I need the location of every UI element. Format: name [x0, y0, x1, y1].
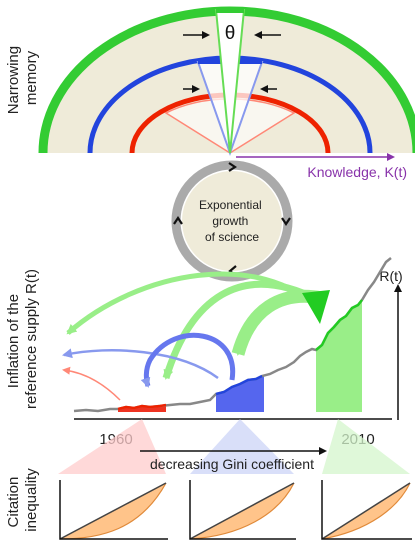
blue-segment [215, 374, 263, 396]
inflation-line1: Inflation of the [5, 294, 22, 388]
citation-inequality-label: Citation inequality [5, 468, 40, 532]
inflation-panel: Inflation of the reference supply R(t) R… [5, 257, 403, 448]
green-arrow-head-dark [302, 290, 330, 324]
red-arrow [62, 366, 121, 401]
citation-line1: Citation [5, 477, 22, 528]
growth-line1: Exponential [199, 198, 262, 212]
exponential-growth-text: Exponential growth of science [199, 198, 265, 244]
citation-inequality-panel: Citation inequality decreasing Gini coef… [5, 419, 412, 540]
lorenz-plot-middle [189, 480, 296, 540]
narrowing-memory-line2: memory [23, 50, 40, 105]
blue-projection [190, 419, 294, 474]
lorenz-plot-1960 [59, 480, 168, 540]
r-of-t-label: R(t) [379, 268, 402, 284]
green-projection [322, 419, 410, 474]
exponential-growth-cycle: Exponential growth of science [171, 160, 293, 282]
knowledge-label: Knowledge, K(t) [307, 164, 407, 180]
red-projection [58, 419, 166, 474]
theta-symbol: θ [225, 23, 236, 44]
inflation-line2: reference supply R(t) [23, 269, 40, 409]
narrowing-memory-label: Narrowing memory [5, 42, 40, 115]
cycle-inner-fill [182, 171, 282, 271]
green-segment [315, 299, 363, 351]
growth-line3: of science [205, 230, 259, 244]
narrowing-memory-line1: Narrowing [5, 46, 22, 114]
green-region [316, 300, 362, 412]
inflation-label: Inflation of the reference supply R(t) [5, 269, 40, 409]
narrowing-memory-panel: Narrowing memory θ Knowledge, K(t) [5, 6, 415, 180]
blue-arrow-loop [140, 332, 236, 388]
gini-label: decreasing Gini coefficient [150, 456, 314, 472]
citation-line2: inequality [23, 468, 40, 532]
lorenz-plot-2010 [321, 480, 412, 540]
horizontal-arrow-icon [183, 31, 281, 93]
red-segment [117, 403, 167, 411]
green-arrow-mid [162, 280, 320, 380]
blue-arrow-long [62, 348, 219, 380]
blue-region [216, 376, 264, 412]
growth-line2: growth [212, 214, 248, 228]
